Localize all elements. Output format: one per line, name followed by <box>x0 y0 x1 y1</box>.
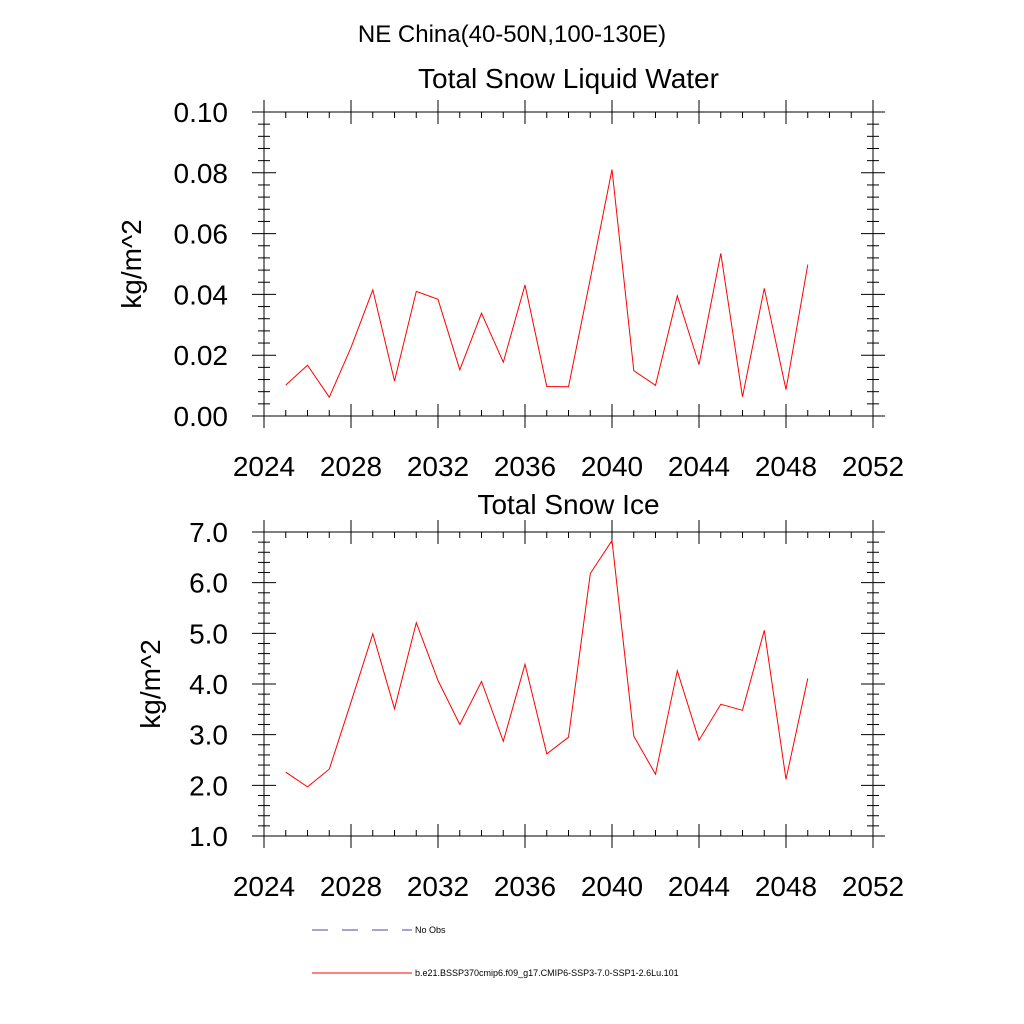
x-tick-label: 2028 <box>320 451 382 482</box>
chart-title: Total Snow Liquid Water <box>418 63 719 94</box>
legend-entry: b.e21.BSSP370cmip6.f09_g17.CMIP6-SSP3-7.… <box>312 968 679 978</box>
x-tick-label: 2032 <box>407 451 469 482</box>
x-tick-label: 2024 <box>233 871 295 902</box>
x-tick-label: 2052 <box>842 871 904 902</box>
x-tick-label: 2044 <box>668 871 730 902</box>
y-axis-label: kg/m^2 <box>135 639 166 728</box>
y-tick-label: 0.08 <box>174 158 229 189</box>
y-tick-label: 0.04 <box>174 279 229 310</box>
chart-panels: Total Snow Liquid Water kg/m^2 2024 2028 203… <box>116 63 904 902</box>
legend-entry: No Obs <box>312 925 446 935</box>
legend-label: No Obs <box>415 925 446 935</box>
y-tick-label: 4.0 <box>189 669 228 700</box>
y-tick-label: 0.06 <box>174 219 229 250</box>
legend: No Obs b.e21.BSSP370cmip6.f09_g17.CMIP6-S… <box>312 925 679 978</box>
y-tick-label: 6.0 <box>189 568 228 599</box>
chart-panel-1: Total Snow Liquid Water kg/m^2 2024 2028 203… <box>116 63 904 482</box>
figure-title: NE China(40-50N,100-130E) <box>358 21 666 48</box>
y-tick-label: 5.0 <box>189 618 228 649</box>
x-tick-label: 2044 <box>668 451 730 482</box>
x-tick-label: 2048 <box>755 451 817 482</box>
x-tick-label: 2040 <box>581 871 643 902</box>
x-tick-label: 2036 <box>494 451 556 482</box>
y-tick-label: 0.00 <box>174 401 229 432</box>
plot-frame <box>263 531 874 837</box>
x-tick-label: 2048 <box>755 871 817 902</box>
y-tick-label: 1.0 <box>189 821 228 852</box>
y-tick-label: 3.0 <box>189 720 228 751</box>
x-tick-label: 2028 <box>320 871 382 902</box>
x-tick-label: 2052 <box>842 451 904 482</box>
y-tick-label: 7.0 <box>189 517 228 548</box>
series-line <box>285 169 809 399</box>
chart-panel-2: Total Snow Ice kg/m^2 2024 2028 2032 2036 2040… <box>135 489 904 902</box>
series-line <box>285 539 809 788</box>
legend-label: b.e21.BSSP370cmip6.f09_g17.CMIP6-SSP3-7.… <box>415 968 679 978</box>
x-tick-label: 2036 <box>494 871 556 902</box>
x-tick-label: 2032 <box>407 871 469 902</box>
x-tick-label: 2040 <box>581 451 643 482</box>
chart-title: Total Snow Ice <box>477 489 659 520</box>
y-axis-label: kg/m^2 <box>116 219 147 308</box>
y-tick-label: 0.10 <box>174 97 229 128</box>
y-tick-label: 0.02 <box>174 340 229 371</box>
x-tick-label: 2024 <box>233 451 295 482</box>
y-tick-label: 2.0 <box>189 770 228 801</box>
